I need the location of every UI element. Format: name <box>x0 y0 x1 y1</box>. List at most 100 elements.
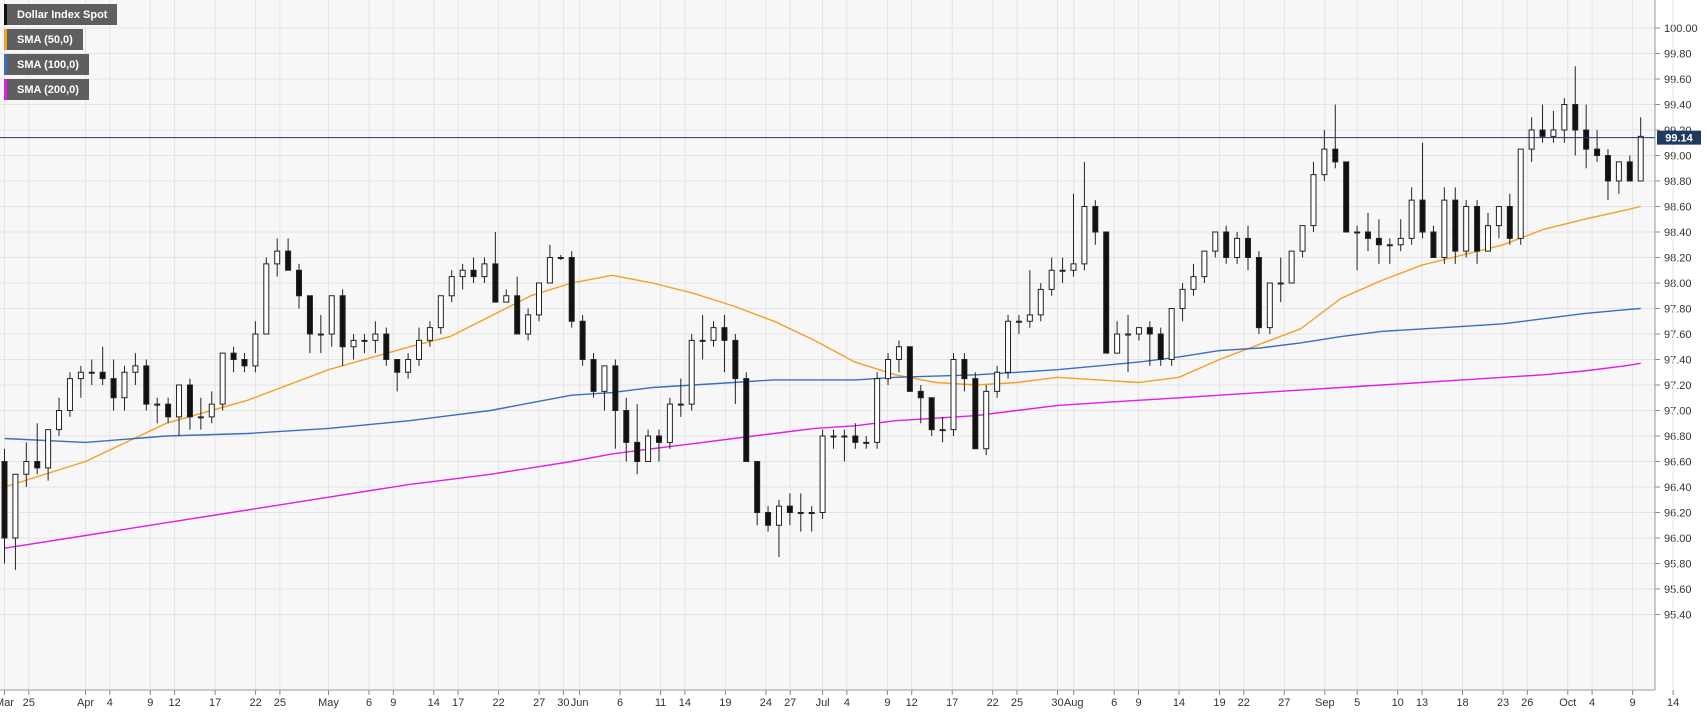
x-tick-label: 22 <box>492 697 504 709</box>
candle-up <box>263 263 270 335</box>
chart-legend: Dollar Index Spot SMA (50,0) SMA (100,0)… <box>4 4 118 104</box>
legend-label-sma200: SMA (200,0) <box>17 83 79 96</box>
legend-swatch-price <box>4 4 7 25</box>
candle-down <box>765 512 772 526</box>
candle-up <box>1310 174 1317 227</box>
candle-up <box>459 269 466 278</box>
x-tick-label: 17 <box>946 697 958 709</box>
last-price-tag <box>1657 130 1701 145</box>
candle-up <box>699 339 706 342</box>
candle-up <box>645 435 652 462</box>
x-tick-label: 12 <box>906 697 918 709</box>
x-tick-label: Aug <box>1064 697 1084 709</box>
candle-up <box>12 473 19 539</box>
candle-up <box>56 410 63 431</box>
candle-down <box>1343 161 1350 233</box>
candle-down <box>754 461 761 513</box>
candle-up <box>132 365 139 373</box>
candle-down <box>492 263 499 303</box>
candle-down <box>655 435 662 443</box>
candle-up <box>688 339 695 405</box>
y-tick-label: 99.60 <box>1664 74 1692 86</box>
candle-up <box>1615 161 1622 182</box>
candle-up <box>45 429 52 469</box>
candle-down <box>285 250 292 271</box>
x-tick-label: 9 <box>390 697 396 709</box>
x-tick-label: Jul <box>816 697 830 709</box>
candle-up <box>797 512 804 514</box>
candle-down <box>1223 231 1230 258</box>
x-tick-label: Sep <box>1315 697 1335 709</box>
candle-up <box>885 359 892 380</box>
y-tick-label: 96.00 <box>1664 533 1692 545</box>
candle-up <box>1288 250 1295 284</box>
candle-down <box>961 359 968 380</box>
candle-up <box>874 378 881 443</box>
candle-up <box>939 429 946 432</box>
candle-up <box>1408 199 1415 239</box>
candle-up <box>121 371 128 399</box>
legend-swatch-sma100 <box>4 54 7 75</box>
candle-up <box>1114 333 1121 354</box>
candle-up <box>350 339 357 348</box>
x-tick-label: 6 <box>366 697 372 709</box>
candle-down <box>1626 161 1633 182</box>
x-tick-label: 17 <box>209 697 221 709</box>
candle-up <box>274 250 281 265</box>
candle-up <box>1561 104 1568 131</box>
candle-down <box>568 257 575 322</box>
y-tick-label: 97.00 <box>1664 406 1692 418</box>
candle-down <box>786 505 793 513</box>
candle-up <box>677 403 684 406</box>
candle-down <box>470 269 477 278</box>
candle-up <box>1397 237 1404 246</box>
y-tick-label: 96.20 <box>1664 508 1692 520</box>
candle-down <box>590 359 597 392</box>
sma-line-3 <box>4 362 1641 549</box>
candle-up <box>77 371 84 380</box>
candle-down <box>721 327 728 341</box>
candle-up <box>1234 237 1241 258</box>
legend-label-sma50: SMA (50,0) <box>17 33 73 46</box>
candle-up <box>1190 276 1197 290</box>
y-tick-label: 97.40 <box>1664 355 1692 367</box>
y-tick-label: 98.40 <box>1664 227 1692 239</box>
candle-up <box>252 333 259 367</box>
candle-down <box>34 461 41 469</box>
candle-up <box>1026 314 1033 322</box>
x-tick-label: 6 <box>1111 697 1117 709</box>
candle-up <box>808 512 815 514</box>
x-tick-label: 22 <box>249 697 261 709</box>
candle-up <box>176 384 183 418</box>
candle-down <box>1092 206 1099 233</box>
candle-down <box>743 378 750 462</box>
y-tick-label: 96.80 <box>1664 431 1692 443</box>
candle-down <box>612 365 619 411</box>
y-tick-label: 98.20 <box>1664 253 1692 265</box>
x-tick-label: 9 <box>1135 697 1141 709</box>
candle-up <box>1321 148 1328 176</box>
candle-up <box>1266 282 1273 329</box>
y-tick-label: 95.40 <box>1664 610 1692 622</box>
last-price-label: 99.14 <box>1665 133 1693 145</box>
candle-up <box>863 441 870 444</box>
candle-up <box>1441 199 1448 258</box>
candle-down <box>1365 231 1371 239</box>
y-tick-label: 99.80 <box>1664 49 1692 61</box>
candle-up <box>601 365 608 392</box>
candle-up <box>448 276 455 297</box>
x-tick-label: 19 <box>719 697 731 709</box>
candle-up <box>1125 333 1132 336</box>
x-tick-label: 22 <box>1238 697 1250 709</box>
legend-swatch-sma50 <box>4 29 7 50</box>
candle-down <box>143 365 150 405</box>
chart-area <box>0 0 1655 690</box>
candle-up <box>895 346 902 360</box>
candle-down <box>1375 237 1382 246</box>
x-tick-label: 6 <box>617 697 623 709</box>
candle-up <box>710 327 717 341</box>
candle-up <box>88 371 95 374</box>
sma-line-2 <box>4 307 1641 444</box>
x-tick-label: 11 <box>655 697 666 709</box>
